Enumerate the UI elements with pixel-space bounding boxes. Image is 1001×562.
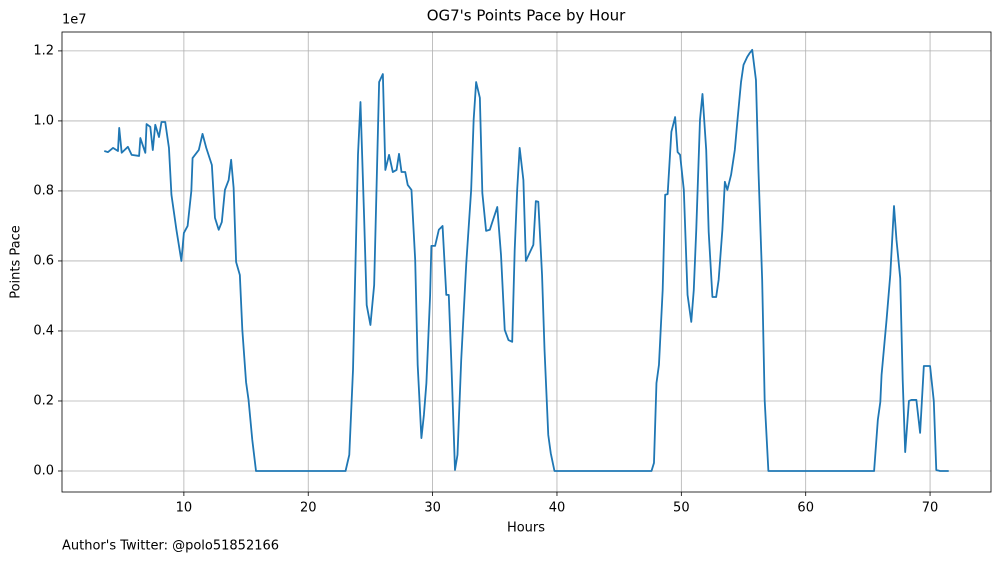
x-tick-label: 70 xyxy=(922,501,939,516)
x-tick-label: 50 xyxy=(673,501,690,516)
x-tick-label: 10 xyxy=(176,501,193,516)
y-axis-label: Points Pace xyxy=(9,225,24,299)
y-tick-label: 1.2 xyxy=(33,43,54,58)
data-line xyxy=(104,48,949,472)
y-tick-label: 0.2 xyxy=(33,393,54,408)
y-tick-label: 0.4 xyxy=(33,323,54,338)
footnote: Author's Twitter: @polo51852166 xyxy=(62,539,279,554)
y-tick-label: 0.0 xyxy=(33,463,54,478)
offset-text: 1e7 xyxy=(62,13,87,28)
plot-frame xyxy=(61,31,992,493)
x-tick-label: 40 xyxy=(549,501,566,516)
x-tick-label: 30 xyxy=(424,501,441,516)
y-tick-label: 1.0 xyxy=(33,113,54,128)
x-axis-label: Hours xyxy=(507,521,545,536)
chart-title: OG7's Points Pace by Hour xyxy=(427,7,626,25)
y-tick-label: 0.6 xyxy=(33,253,54,268)
x-tick-label: 20 xyxy=(300,501,317,516)
x-tick-label: 60 xyxy=(797,501,814,516)
y-tick-label: 0.8 xyxy=(33,183,54,198)
